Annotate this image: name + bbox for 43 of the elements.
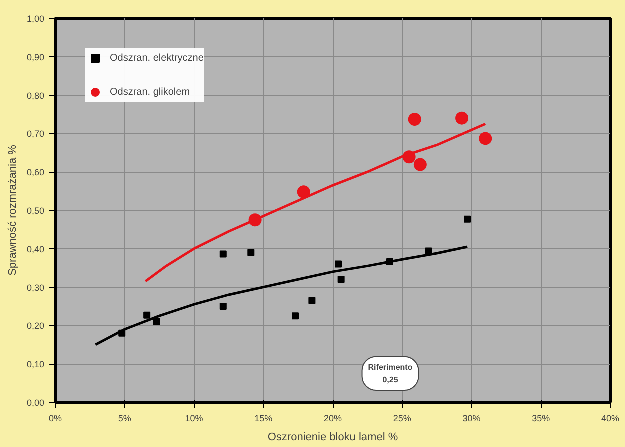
y-tick-label: 0,00 <box>26 398 45 408</box>
point <box>464 216 472 223</box>
y-tick-label: 0,90 <box>26 52 45 62</box>
point <box>220 303 227 310</box>
x-tick-label: 30% <box>462 414 481 424</box>
legend-label: Odszran. glikolem <box>110 86 190 98</box>
point <box>335 260 342 268</box>
y-tick-label: 0,30 <box>26 282 45 293</box>
x-axis-title: Oszronienie bloku lamel % <box>268 432 398 444</box>
point <box>248 249 255 256</box>
x-tick-label: 25% <box>393 414 412 424</box>
point <box>479 132 492 146</box>
y-tick-label: 1,00 <box>26 14 45 24</box>
x-tick-label: 5% <box>118 414 132 424</box>
x-tick-label: 0% <box>48 414 62 424</box>
point <box>292 312 300 320</box>
x-tick-label: 40% <box>601 414 620 424</box>
annotation: Riferimento 0,25 <box>368 362 413 384</box>
point <box>408 113 422 126</box>
point <box>153 318 160 326</box>
line-series <box>94 246 469 346</box>
y-axis-title: Sprawność rozmrażania % <box>6 144 19 276</box>
point <box>308 297 316 304</box>
y-tick-label: 0,70 <box>26 129 45 140</box>
line-series <box>144 122 487 283</box>
point <box>338 276 345 284</box>
x-tick-label: 35% <box>532 414 550 424</box>
point <box>297 186 310 199</box>
legend-label: Odszran. elektryczne <box>110 52 204 64</box>
y-tick-label: 0,40 <box>26 244 45 254</box>
x-tick-label: 15% <box>254 414 273 424</box>
y-tick-label: 0,60 <box>26 168 45 178</box>
x-tick-label: 20% <box>324 414 342 424</box>
point <box>144 312 151 319</box>
y-tick-label: 0,50 <box>26 206 45 216</box>
point <box>456 112 469 125</box>
point <box>414 158 427 172</box>
point <box>220 250 227 258</box>
y-tick-label: 0,20 <box>26 321 45 332</box>
x-tick-label: 10% <box>185 414 204 424</box>
y-tick-label: 0,80 <box>26 90 45 101</box>
point <box>425 248 432 255</box>
y-tick-label: 0,10 <box>26 360 45 370</box>
